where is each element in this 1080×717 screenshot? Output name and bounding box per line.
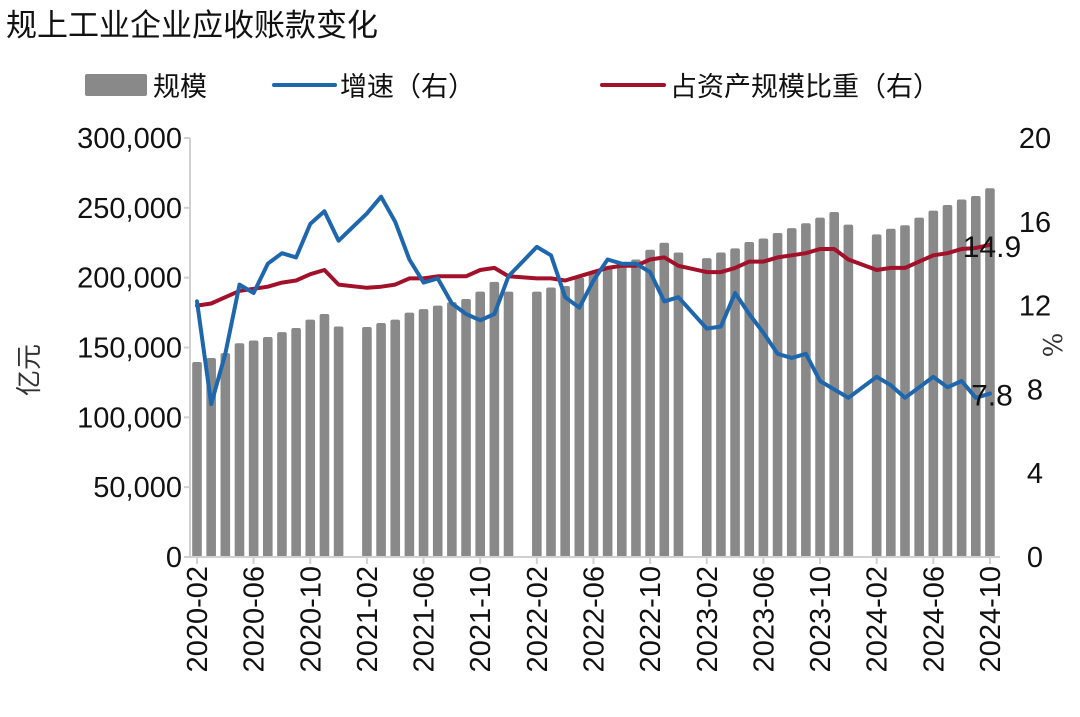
y-axis-left: 0 50,000 100,000 150,000 200,000 250,000 300,0… xyxy=(77,123,191,574)
x-tick-label: 2020-06 xyxy=(239,566,271,672)
bar-2022-05 xyxy=(574,277,585,557)
bar-2023-03 xyxy=(716,252,726,557)
bar-2024-10 xyxy=(985,188,995,557)
y-tick-label-right: 20 xyxy=(1019,123,1051,155)
bar-2024-03 xyxy=(886,228,896,558)
bar-2023-02 xyxy=(701,258,712,557)
y-tick-label-left: 200,000 xyxy=(77,263,182,295)
x-tick-label: 2024-06 xyxy=(918,566,950,672)
bar-2022-04 xyxy=(560,286,570,557)
bar-2021-08 xyxy=(447,302,457,557)
x-tick-label: 2024-02 xyxy=(862,566,894,672)
bar-2024-07 xyxy=(942,205,953,558)
legend-label-share: 占资产规模比重（右） xyxy=(670,72,940,103)
bar-2024-06 xyxy=(928,210,939,558)
bar-2021-05 xyxy=(404,312,415,557)
x-axis: 2020-02 2020-06 2020-10 2021-02 2021-06 2021-… xyxy=(182,556,1007,672)
bar-2023-09 xyxy=(801,223,811,558)
bar-2021-11 xyxy=(489,281,500,557)
x-tick-label: 2021-10 xyxy=(465,566,497,672)
bar-2020-09 xyxy=(291,327,301,557)
bar-2022-03 xyxy=(546,287,556,557)
y-tick-label-right: 4 xyxy=(1027,458,1043,490)
bar-2024-04 xyxy=(900,225,910,557)
bar-2022-09 xyxy=(631,259,641,557)
bar-2022-11 xyxy=(659,242,670,557)
legend-label-scale: 规模 xyxy=(153,72,207,103)
bar-2020-06 xyxy=(248,340,259,557)
x-tick-label: 2021-02 xyxy=(352,566,384,672)
bar-2020-12 xyxy=(333,326,344,557)
data-labels: 14.9 7.8 xyxy=(963,231,1021,413)
y-tick-label-right: 0 xyxy=(1027,542,1043,574)
bar-2024-09 xyxy=(971,195,981,557)
data-label: 14.9 xyxy=(963,231,1021,264)
bar-2021-12 xyxy=(503,291,514,557)
x-tick-label: 2023-10 xyxy=(805,566,837,672)
bar-2020-10 xyxy=(305,319,316,557)
bar-2024-02 xyxy=(871,234,882,557)
bar-2023-06 xyxy=(758,238,769,557)
bar-2023-05 xyxy=(744,242,755,557)
x-tick-label: 2022-02 xyxy=(522,566,554,672)
bar-2020-07 xyxy=(263,337,273,557)
bar-2020-03 xyxy=(206,357,216,557)
x-tick-label: 2023-02 xyxy=(692,566,724,672)
line-series xyxy=(195,194,992,407)
x-tick-label: 2022-10 xyxy=(635,566,667,672)
bar-2022-06 xyxy=(588,272,599,557)
bar-2021-07 xyxy=(432,305,443,557)
y-tick-label-left: 0 xyxy=(166,542,182,574)
y-tick-label-right: 8 xyxy=(1027,374,1043,406)
chart-title: 规上工业企业应收账款变化 xyxy=(6,8,378,44)
y-tick-label-left: 50,000 xyxy=(93,472,182,504)
y-axis-left-label: 亿元 xyxy=(15,344,45,396)
legend: 规模 增速（右） 占资产规模比重（右） xyxy=(85,72,940,103)
bar-2021-02 xyxy=(362,326,372,557)
bar-2022-12 xyxy=(673,252,684,557)
x-tick-label: 2023-06 xyxy=(748,566,780,672)
y-tick-label-right: 12 xyxy=(1019,291,1051,323)
bar-2022-08 xyxy=(617,263,627,557)
bar-2020-05 xyxy=(234,343,245,557)
bar-2023-08 xyxy=(786,228,797,557)
x-tick-label: 2022-06 xyxy=(578,566,610,672)
bar-2021-09 xyxy=(461,299,471,557)
data-label: 7.8 xyxy=(971,380,1013,413)
x-tick-label: 2020-02 xyxy=(182,566,214,672)
bar-2024-08 xyxy=(956,199,967,557)
bar-2023-12 xyxy=(843,224,854,558)
bar-2023-10 xyxy=(815,217,825,558)
legend-label-growth: 增速（右） xyxy=(340,72,475,103)
x-tick-label: 2024-10 xyxy=(975,566,1007,672)
bar-2020-11 xyxy=(319,313,330,557)
y-tick-label-left: 250,000 xyxy=(77,193,182,225)
bar-2021-06 xyxy=(418,309,429,557)
bar-2022-10 xyxy=(645,249,655,557)
y-tick-label-left: 300,000 xyxy=(77,123,182,155)
x-tick-label: 2021-06 xyxy=(409,566,441,672)
bar-2023-11 xyxy=(829,212,839,558)
y-tick-label-right: 16 xyxy=(1019,207,1051,239)
legend-swatch-scale xyxy=(85,74,147,96)
bar-2023-07 xyxy=(772,232,783,557)
bar-2020-08 xyxy=(277,332,287,557)
bar-2021-03 xyxy=(376,323,386,557)
y-tick-label-left: 100,000 xyxy=(77,402,182,434)
bar-2021-10 xyxy=(475,291,485,557)
bar-2022-02 xyxy=(532,291,542,557)
y-axis-right-label: % xyxy=(1039,333,1069,358)
bar-2021-04 xyxy=(390,319,401,557)
bar-2023-04 xyxy=(730,248,740,557)
bar-2020-04 xyxy=(220,353,231,557)
y-tick-label-left: 150,000 xyxy=(77,333,182,365)
x-tick-label: 2020-10 xyxy=(295,566,327,672)
bar-series-scale xyxy=(192,188,995,558)
y-axis-right: 0 4 8 12 16 20 xyxy=(1019,123,1051,574)
bar-2020-02 xyxy=(192,362,202,557)
bar-2022-07 xyxy=(602,266,613,557)
